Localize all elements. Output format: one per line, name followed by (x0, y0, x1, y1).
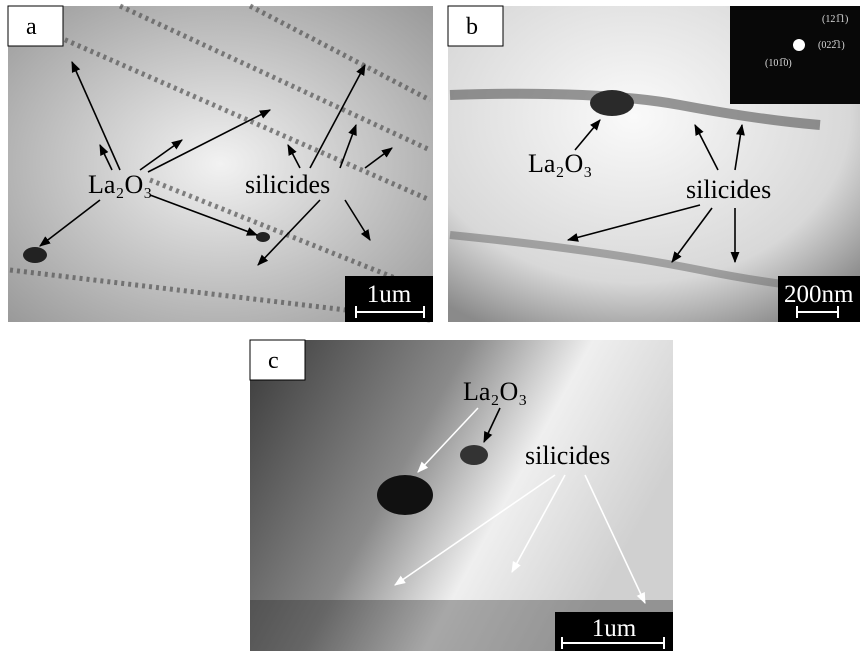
annotation: silicides (245, 170, 330, 199)
panel-c: c La₂O₃ silicides 1um (250, 340, 673, 651)
scale-bar-label: 1um (592, 615, 637, 642)
particle (256, 232, 270, 242)
particle (377, 475, 433, 515)
panel-label: a (26, 14, 37, 40)
annotation: silicides (686, 175, 771, 204)
scale-bar-label: 200nm (784, 281, 854, 308)
particle (590, 90, 634, 116)
central-spot (793, 39, 805, 51)
annotation: La₂O₃ (463, 377, 527, 406)
annotation: La₂O₃ (88, 170, 152, 199)
annotation: La₂O₃ (528, 149, 592, 178)
inset-label: (121̅1) (822, 14, 848, 25)
panel-a: a La₂O₃ silicides 1um (8, 6, 433, 322)
inset-label: (022̅1) (818, 40, 845, 51)
scale-bar-label: 1um (367, 281, 412, 308)
panel-label: b (466, 14, 478, 40)
particle (23, 247, 47, 263)
panel-b: b (121̅1) (022̅1) (101̅0) La₂O₃ silicide… (448, 6, 860, 322)
annotation: silicides (525, 441, 610, 470)
figure: a La₂O₃ silicides 1um b (121̅1) (022̅1) … (0, 0, 860, 653)
panel-label: c (268, 348, 279, 374)
page: a La₂O₃ silicides 1um b (121̅1) (022̅1) … (0, 0, 860, 653)
particle (460, 445, 488, 465)
inset-label: (101̅0) (765, 58, 792, 69)
